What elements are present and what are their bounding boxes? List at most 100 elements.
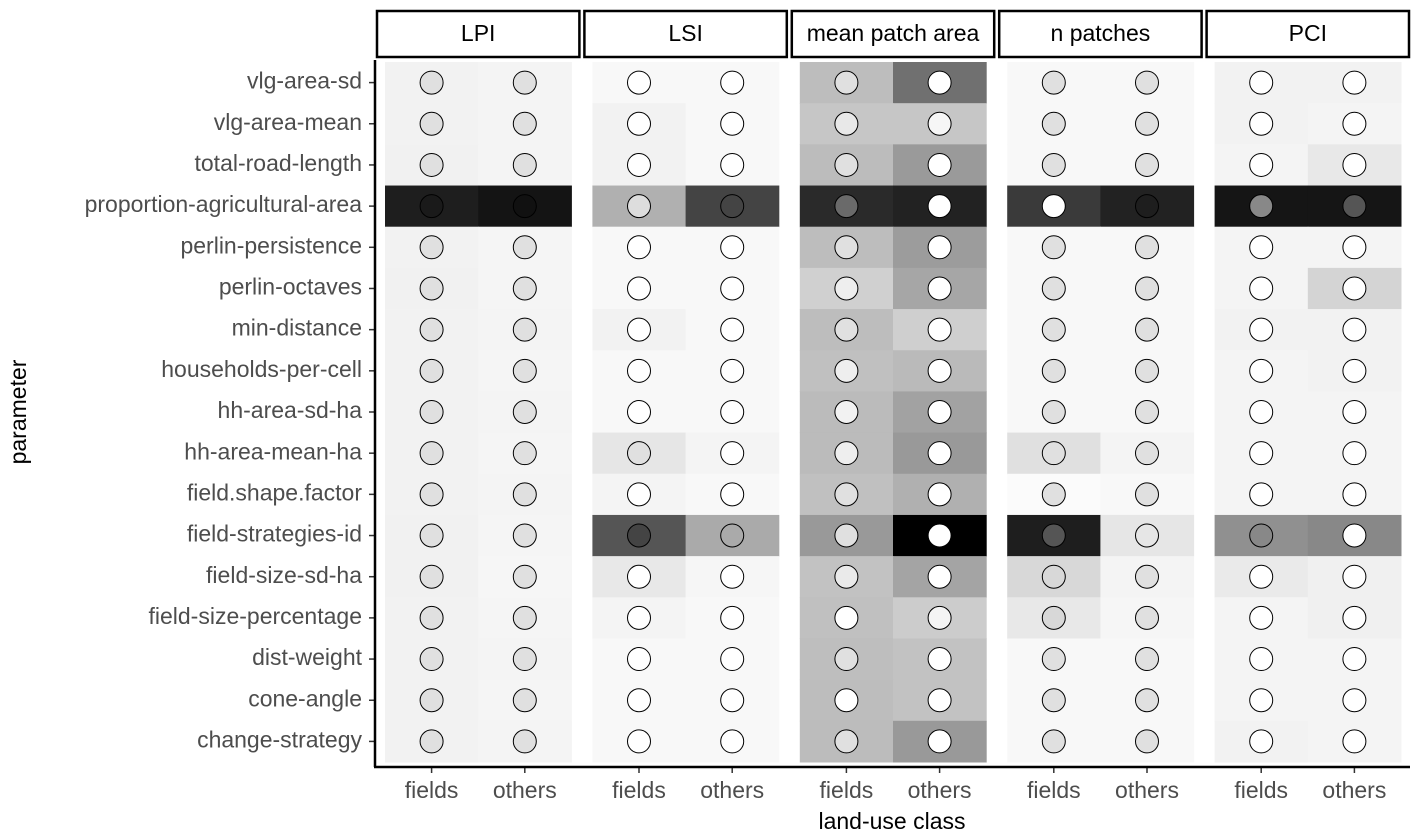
point	[1135, 194, 1159, 219]
point	[1342, 111, 1367, 136]
point	[834, 152, 859, 177]
point	[627, 70, 651, 95]
point	[927, 564, 952, 589]
strip-label: mean patch area	[807, 20, 980, 46]
point	[1135, 441, 1159, 466]
point	[1135, 276, 1159, 301]
point	[512, 729, 537, 754]
point	[627, 235, 651, 260]
point	[1135, 564, 1159, 589]
point	[834, 523, 859, 548]
point	[1041, 647, 1066, 672]
point	[512, 235, 537, 260]
x-tick-label: others	[700, 777, 764, 803]
point	[1342, 194, 1367, 219]
point	[927, 688, 952, 713]
point	[1135, 70, 1159, 95]
point	[1135, 729, 1159, 754]
point	[627, 317, 651, 342]
strip-label: n patches	[1051, 20, 1151, 46]
x-tick-label: fields	[820, 777, 874, 803]
point	[419, 647, 444, 672]
point	[419, 482, 444, 507]
point	[1041, 358, 1066, 383]
x-tick-label: fields	[405, 777, 459, 803]
point	[1041, 441, 1066, 466]
point	[627, 400, 651, 424]
point	[1041, 400, 1066, 424]
point	[1342, 358, 1367, 383]
x-tick-label: fields	[1234, 777, 1288, 803]
point	[1249, 358, 1274, 383]
point	[1041, 152, 1066, 177]
point	[627, 605, 651, 630]
point	[512, 111, 537, 136]
point	[1135, 111, 1159, 136]
x-tick-label: others	[493, 777, 557, 803]
point	[1135, 317, 1159, 342]
point	[512, 482, 537, 507]
point	[927, 111, 952, 136]
point	[1249, 70, 1274, 95]
point	[927, 647, 952, 672]
x-tick-label: fields	[612, 777, 666, 803]
point	[834, 564, 859, 589]
point	[1135, 235, 1159, 260]
point	[1249, 194, 1274, 219]
point	[1135, 482, 1159, 507]
point	[1041, 235, 1066, 260]
point	[927, 317, 952, 342]
point	[1041, 564, 1066, 589]
point	[720, 276, 745, 301]
point	[627, 647, 651, 672]
point	[1342, 152, 1367, 177]
point	[1342, 317, 1367, 342]
point	[1135, 523, 1159, 548]
point	[1249, 276, 1274, 301]
point	[1041, 523, 1066, 548]
point	[1249, 523, 1274, 548]
point	[1249, 441, 1274, 466]
point	[720, 152, 745, 177]
y-tick-label: min-distance	[232, 315, 362, 341]
point	[927, 605, 952, 630]
point	[627, 441, 651, 466]
point	[627, 358, 651, 383]
point	[720, 729, 745, 754]
y-tick-label: vlg-area-mean	[214, 109, 362, 135]
x-tick-label: others	[1115, 777, 1179, 803]
point	[512, 647, 537, 672]
point	[720, 482, 745, 507]
point	[512, 688, 537, 713]
point	[419, 111, 444, 136]
point	[834, 317, 859, 342]
y-tick-label: perlin-persistence	[180, 232, 362, 258]
point	[419, 317, 444, 342]
point	[419, 400, 444, 424]
point	[512, 605, 537, 630]
point	[1342, 564, 1367, 589]
point	[927, 482, 952, 507]
y-tick-label: vlg-area-sd	[247, 68, 362, 94]
point	[1249, 564, 1274, 589]
y-tick-label: hh-area-mean-ha	[184, 438, 362, 464]
y-tick-label: perlin-octaves	[219, 274, 362, 300]
point	[720, 235, 745, 260]
point	[1041, 605, 1066, 630]
point	[927, 70, 952, 95]
point	[720, 523, 745, 548]
strip-box	[790, 9, 996, 59]
point	[1342, 729, 1367, 754]
point	[834, 647, 859, 672]
y-tick-label: field-strategies-id	[187, 521, 362, 547]
point	[927, 400, 952, 424]
point	[419, 235, 444, 260]
point	[512, 276, 537, 301]
y-tick-label: dist-weight	[252, 644, 363, 670]
point	[834, 194, 859, 219]
point	[834, 482, 859, 507]
point	[1249, 647, 1274, 672]
point	[627, 523, 651, 548]
point	[512, 152, 537, 177]
point	[720, 647, 745, 672]
